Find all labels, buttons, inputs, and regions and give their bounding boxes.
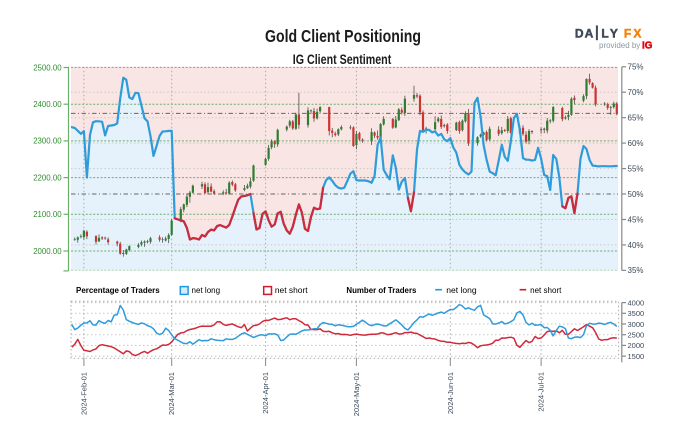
svg-text:IG: IG bbox=[642, 41, 653, 52]
svg-text:2000.00: 2000.00 bbox=[33, 247, 62, 256]
svg-text:70%: 70% bbox=[628, 88, 644, 97]
svg-text:F: F bbox=[624, 26, 631, 40]
svg-text:75%: 75% bbox=[628, 63, 644, 72]
svg-text:net long: net long bbox=[446, 286, 476, 295]
svg-text:4000: 4000 bbox=[628, 298, 645, 307]
svg-text:2024-May-01: 2024-May-01 bbox=[352, 372, 361, 416]
svg-text:3500: 3500 bbox=[628, 309, 645, 318]
svg-text:2500.00: 2500.00 bbox=[33, 63, 62, 72]
svg-text:Number of Traders: Number of Traders bbox=[346, 286, 417, 295]
svg-text:provided by: provided by bbox=[599, 41, 640, 50]
svg-text:2500: 2500 bbox=[628, 331, 645, 340]
svg-text:2100.00: 2100.00 bbox=[33, 210, 62, 219]
svg-text:X: X bbox=[633, 26, 641, 40]
svg-text:net short: net short bbox=[275, 286, 309, 295]
svg-text:40%: 40% bbox=[628, 241, 644, 250]
svg-text:2300.00: 2300.00 bbox=[33, 137, 62, 146]
svg-text:Y: Y bbox=[610, 26, 618, 40]
svg-text:2024-Jul-01: 2024-Jul-01 bbox=[537, 372, 546, 412]
svg-text:50%: 50% bbox=[628, 190, 644, 199]
svg-text:2024-Jun-01: 2024-Jun-01 bbox=[446, 372, 455, 414]
svg-text:45%: 45% bbox=[628, 215, 644, 224]
svg-text:net short: net short bbox=[530, 286, 562, 295]
svg-text:2024-Feb-01: 2024-Feb-01 bbox=[79, 372, 88, 415]
svg-text:3000: 3000 bbox=[628, 320, 645, 329]
svg-text:L: L bbox=[601, 26, 608, 40]
svg-text:2200.00: 2200.00 bbox=[33, 173, 62, 182]
svg-text:2024-Mar-01: 2024-Mar-01 bbox=[167, 372, 176, 415]
svg-text:55%: 55% bbox=[628, 164, 644, 173]
svg-text:1500: 1500 bbox=[628, 352, 645, 361]
svg-text:IG Client Sentiment: IG Client Sentiment bbox=[293, 52, 392, 67]
svg-text:2000: 2000 bbox=[628, 341, 645, 350]
svg-text:net long: net long bbox=[192, 286, 221, 295]
svg-text:Percentage of Traders: Percentage of Traders bbox=[76, 286, 160, 295]
svg-text:2400.00: 2400.00 bbox=[33, 100, 62, 109]
svg-text:Gold Client Positioning: Gold Client Positioning bbox=[265, 26, 421, 46]
svg-text:2024-Apr-01: 2024-Apr-01 bbox=[261, 372, 270, 414]
svg-text:A: A bbox=[585, 26, 594, 40]
svg-text:65%: 65% bbox=[628, 114, 644, 123]
svg-text:35%: 35% bbox=[628, 266, 644, 275]
svg-text:D: D bbox=[575, 26, 584, 40]
svg-text:60%: 60% bbox=[628, 139, 644, 148]
